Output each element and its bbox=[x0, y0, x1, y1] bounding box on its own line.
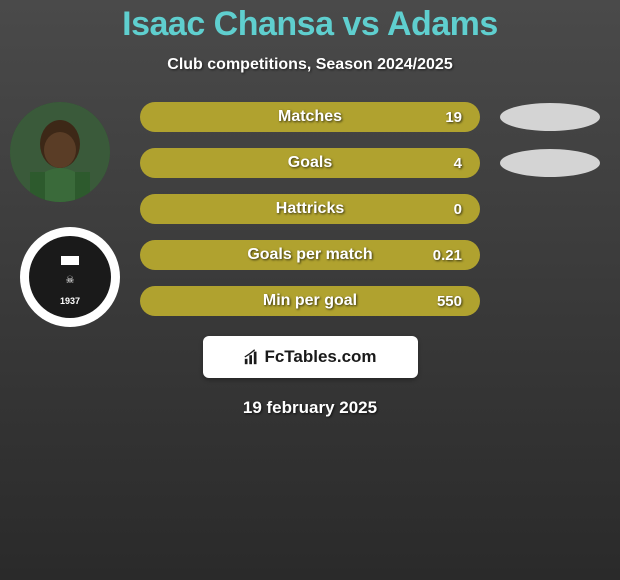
stat-bar: Goals 4 bbox=[140, 148, 480, 178]
club-avatar: ☠ 1937 bbox=[20, 227, 120, 327]
logo-box[interactable]: FcTables.com bbox=[203, 336, 418, 378]
stat-label: Goals bbox=[288, 154, 332, 172]
stat-row-goals: Goals 4 bbox=[140, 148, 480, 178]
stat-value: 0.21 bbox=[433, 247, 462, 264]
comparison-ellipse bbox=[500, 149, 600, 177]
stat-row-matches: Matches 19 bbox=[140, 102, 480, 132]
stat-row-hattricks: Hattricks 0 bbox=[140, 194, 480, 224]
stat-rows: Matches 19 Goals 4 Hattricks 0 bbox=[140, 102, 480, 316]
chart-icon bbox=[243, 348, 261, 366]
content-area: ☠ 1937 Matches 19 Goals 4 bbox=[0, 102, 620, 418]
stat-bar: Hattricks 0 bbox=[140, 194, 480, 224]
stat-label: Hattricks bbox=[276, 200, 344, 218]
stat-value: 19 bbox=[445, 109, 462, 126]
stat-value: 550 bbox=[437, 293, 462, 310]
logo-text: FcTables.com bbox=[264, 347, 376, 367]
club-crossbones-icon bbox=[61, 250, 79, 268]
comparison-ellipse bbox=[500, 103, 600, 131]
stat-label: Min per goal bbox=[263, 292, 357, 310]
stat-label: Goals per match bbox=[247, 246, 372, 264]
player-avatar bbox=[10, 102, 110, 202]
stat-row-mpg: Min per goal 550 bbox=[140, 286, 480, 316]
stat-bar: Min per goal 550 bbox=[140, 286, 480, 316]
club-skull-icon: ☠ bbox=[66, 275, 75, 286]
stat-bar: Goals per match 0.21 bbox=[140, 240, 480, 270]
club-year: 1937 bbox=[60, 296, 80, 306]
stat-bar: Matches 19 bbox=[140, 102, 480, 132]
stat-value: 4 bbox=[454, 155, 462, 172]
date-text: 19 february 2025 bbox=[0, 398, 620, 418]
page-title: Isaac Chansa vs Adams bbox=[0, 5, 620, 44]
subtitle: Club competitions, Season 2024/2025 bbox=[0, 56, 620, 74]
stat-value: 0 bbox=[454, 201, 462, 218]
stat-label: Matches bbox=[278, 108, 342, 126]
stat-row-gpm: Goals per match 0.21 bbox=[140, 240, 480, 270]
